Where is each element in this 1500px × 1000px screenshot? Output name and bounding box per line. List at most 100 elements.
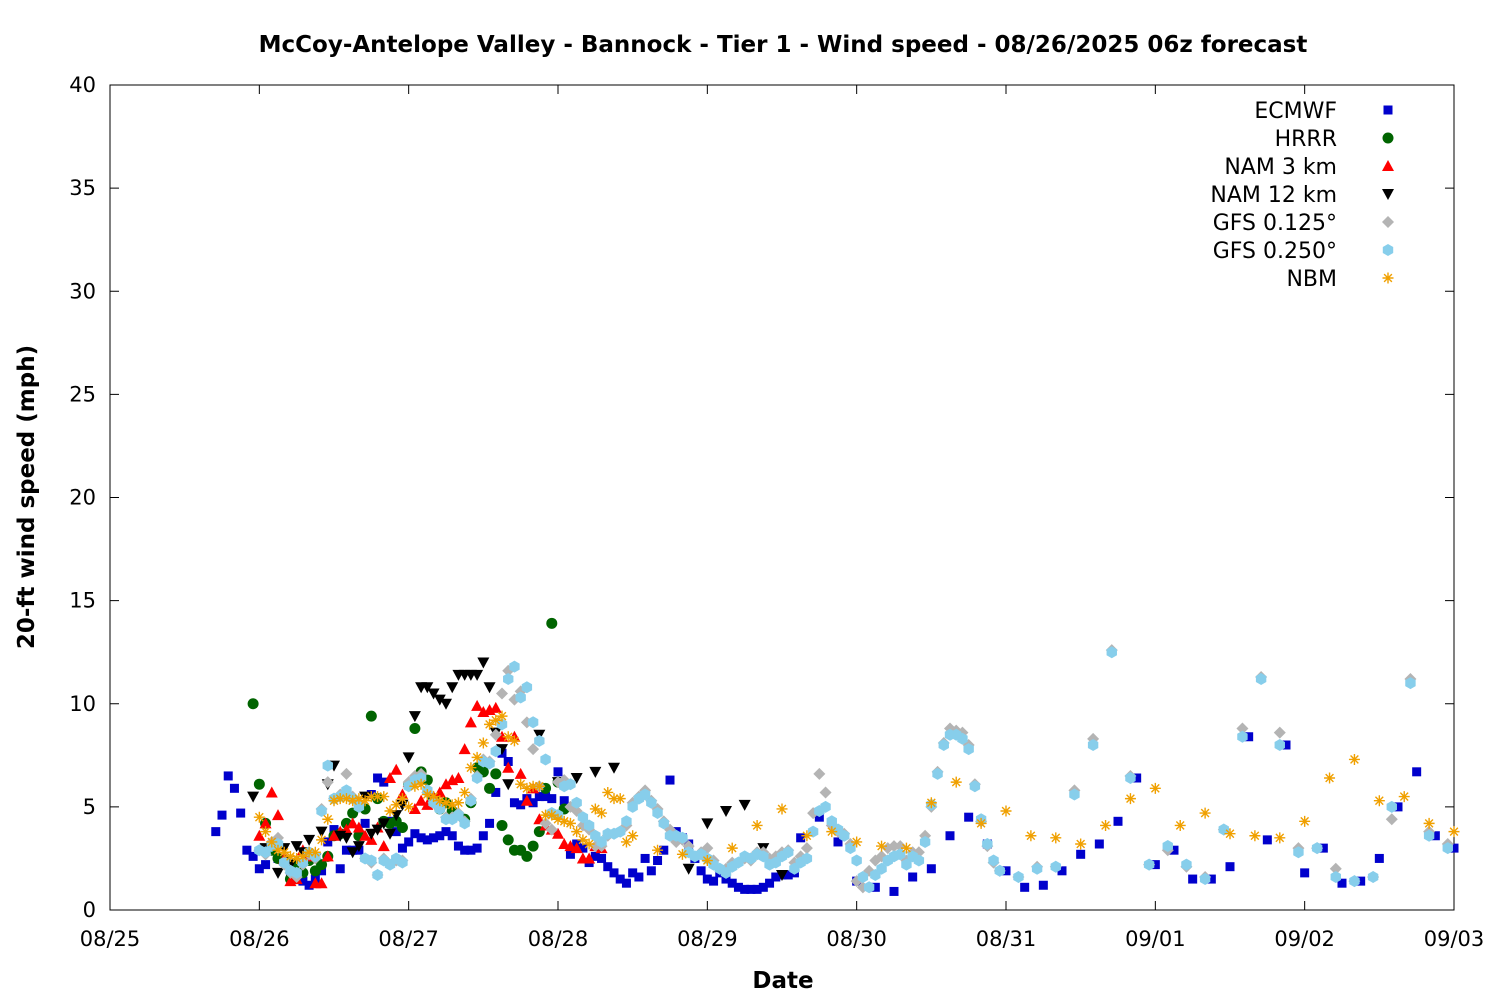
legend-marker-gfs-0-250	[1382, 244, 1394, 256]
data-point-ecmwf	[304, 880, 314, 890]
legend-label-gfs-0-125: GFS 0.125°	[1213, 211, 1337, 236]
data-point-ecmwf	[323, 837, 333, 847]
data-point-nbm	[253, 811, 265, 823]
data-point-gfs-0-250	[963, 743, 974, 756]
data-point-nbm	[471, 751, 483, 763]
data-point-nbm	[266, 836, 278, 848]
data-point-gfs-0-250	[459, 817, 470, 830]
data-point-nbm	[527, 780, 539, 792]
data-point-ecmwf	[964, 812, 974, 822]
data-point-gfs-0-125	[888, 840, 900, 853]
data-point-ecmwf	[1337, 878, 1347, 888]
data-point-ecmwf	[404, 837, 414, 847]
data-point-gfs-0-250	[677, 831, 688, 844]
data-point-gfs-0-250	[1143, 858, 1155, 871]
y-tick-label: 10	[69, 692, 96, 716]
data-point-nbm	[490, 714, 502, 726]
data-point-ecmwf	[1206, 874, 1216, 884]
data-point-ecmwf	[709, 876, 719, 886]
data-point-ecmwf	[341, 845, 351, 855]
data-point-ecmwf	[621, 878, 631, 888]
data-point-gfs-0-250	[521, 681, 533, 694]
legend: ECMWF HRRR NAM 3 km NAM 12 km GFS 0.125° GFS …	[1210, 99, 1394, 292]
data-point-nbm	[925, 797, 937, 809]
data-point-gfs-0-125	[800, 842, 813, 855]
data-point-gfs-0-250	[994, 864, 1005, 877]
data-point-gfs-0-250	[957, 732, 968, 745]
data-point-nbm	[378, 791, 390, 803]
data-point-nbm	[552, 813, 564, 825]
data-point-gfs-0-250	[857, 871, 869, 883]
data-point-ecmwf	[578, 843, 588, 853]
data-point-gfs-0-250	[366, 854, 377, 867]
data-point-nbm	[851, 836, 863, 848]
data-point-ecmwf	[1038, 880, 1048, 890]
y-tick-label: 0	[83, 898, 96, 922]
data-point-nam-12-km	[720, 806, 732, 817]
data-point-nam-3-km	[458, 743, 471, 755]
x-tick-label: 08/30	[826, 927, 887, 951]
data-point-nbm	[558, 815, 570, 827]
data-point-ecmwf	[466, 845, 476, 855]
data-point-hrrr	[365, 710, 377, 722]
data-point-ecmwf	[565, 849, 575, 859]
legend-label-nam-3-km: NAM 3 km	[1224, 155, 1337, 180]
data-point-ecmwf	[628, 868, 638, 878]
data-point-ecmwf	[1318, 843, 1328, 853]
data-point-nam-3-km	[352, 821, 365, 833]
data-point-nbm	[776, 803, 788, 815]
data-point-nam-12-km	[477, 657, 490, 669]
data-point-nam-3-km	[570, 842, 583, 854]
data-point-hrrr	[502, 834, 514, 846]
data-point-nam-12-km	[390, 810, 403, 822]
data-point-gfs-0-250	[503, 673, 514, 685]
data-point-nam-12-km	[738, 799, 751, 811]
data-point-gfs-0-250	[876, 862, 887, 875]
data-point-nbm	[1249, 830, 1261, 842]
y-tick-label: 40	[69, 73, 96, 97]
data-point-nam-3-km	[489, 701, 502, 713]
data-point-ecmwf	[665, 775, 675, 785]
data-point-ecmwf	[733, 882, 743, 892]
data-point-gfs-0-250	[577, 811, 589, 824]
data-point-ecmwf	[1412, 767, 1422, 777]
data-point-nbm	[1075, 838, 1087, 850]
data-point-ecmwf	[889, 886, 899, 896]
data-point-gfs-0-250	[322, 759, 333, 772]
data-point-ecmwf	[453, 841, 463, 851]
data-point-ecmwf	[945, 831, 955, 841]
data-point-ecmwf	[559, 796, 569, 806]
data-point-nbm	[589, 803, 601, 815]
data-point-ecmwf	[478, 831, 488, 841]
data-point-gfs-0-250	[1293, 846, 1304, 859]
data-point-ecmwf	[485, 818, 495, 828]
data-point-ecmwf	[1057, 866, 1067, 876]
data-point-nbm	[1324, 772, 1336, 784]
data-point-nam-12-km	[570, 773, 583, 784]
data-point-gfs-0-250	[515, 691, 526, 704]
data-point-ecmwf	[1430, 831, 1440, 841]
data-point-ecmwf	[441, 827, 451, 837]
data-point-ecmwf	[721, 874, 731, 884]
data-point-nam-3-km	[552, 827, 564, 839]
data-point-nbm	[452, 797, 464, 809]
data-point-ecmwf	[1356, 876, 1366, 886]
data-point-nbm	[502, 731, 514, 743]
data-point-nbm	[428, 791, 440, 803]
data-point-gfs-0-250	[1125, 772, 1136, 784]
data-point-nbm	[1000, 805, 1012, 817]
data-point-ecmwf	[796, 833, 806, 843]
x-tick-label: 09/01	[1125, 927, 1186, 951]
data-point-gfs-0-250	[863, 881, 875, 894]
data-point-nam-3-km	[390, 763, 403, 775]
data-point-nbm	[309, 846, 321, 858]
data-point-gfs-0-250	[658, 817, 669, 830]
data-point-ecmwf	[1169, 845, 1179, 855]
data-point-gfs-0-250	[913, 854, 925, 867]
data-point-nam-12-km	[483, 682, 496, 694]
data-point-gfs-0-250	[652, 807, 663, 820]
data-point-gfs-0-250	[758, 850, 769, 863]
data-point-gfs-0-250	[465, 794, 477, 807]
data-point-nbm	[1373, 795, 1385, 807]
data-point-ecmwf	[534, 792, 544, 802]
